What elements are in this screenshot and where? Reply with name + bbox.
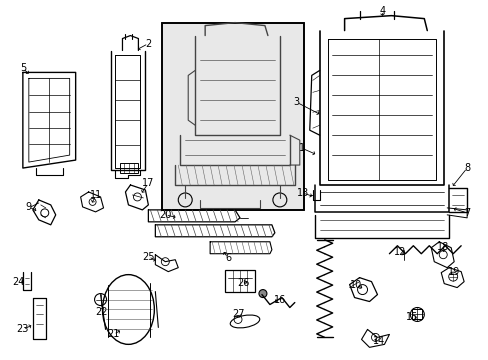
Text: 26: 26 — [236, 278, 249, 288]
Text: 16: 16 — [273, 294, 285, 305]
Text: 14: 14 — [373, 336, 385, 346]
Text: 3: 3 — [293, 97, 299, 107]
Text: 10: 10 — [350, 280, 362, 289]
Text: 4: 4 — [379, 6, 385, 15]
Text: 15: 15 — [406, 312, 418, 323]
Text: 13: 13 — [296, 188, 308, 198]
Text: 21: 21 — [107, 329, 120, 339]
Text: 24: 24 — [13, 276, 25, 287]
Bar — [162, 23, 303, 210]
Bar — [411, 310, 422, 319]
Text: 2: 2 — [145, 39, 151, 49]
Text: 7: 7 — [463, 208, 469, 218]
Text: 11: 11 — [90, 190, 102, 200]
Text: 19: 19 — [447, 267, 459, 276]
Text: 18: 18 — [436, 242, 448, 252]
Text: 6: 6 — [224, 253, 231, 263]
Text: 17: 17 — [142, 178, 154, 188]
Bar — [224, 270, 254, 292]
Text: 9: 9 — [26, 202, 32, 212]
Bar — [162, 23, 303, 210]
Text: 12: 12 — [393, 247, 406, 257]
Text: 20: 20 — [159, 210, 171, 220]
Text: 25: 25 — [142, 252, 154, 262]
Circle shape — [259, 289, 266, 298]
Text: 1: 1 — [298, 143, 304, 153]
Text: 22: 22 — [95, 307, 107, 318]
Text: 5: 5 — [20, 63, 26, 73]
Bar — [120, 163, 138, 173]
Text: 23: 23 — [17, 324, 29, 334]
Text: 8: 8 — [463, 163, 469, 173]
Text: 27: 27 — [231, 310, 244, 319]
